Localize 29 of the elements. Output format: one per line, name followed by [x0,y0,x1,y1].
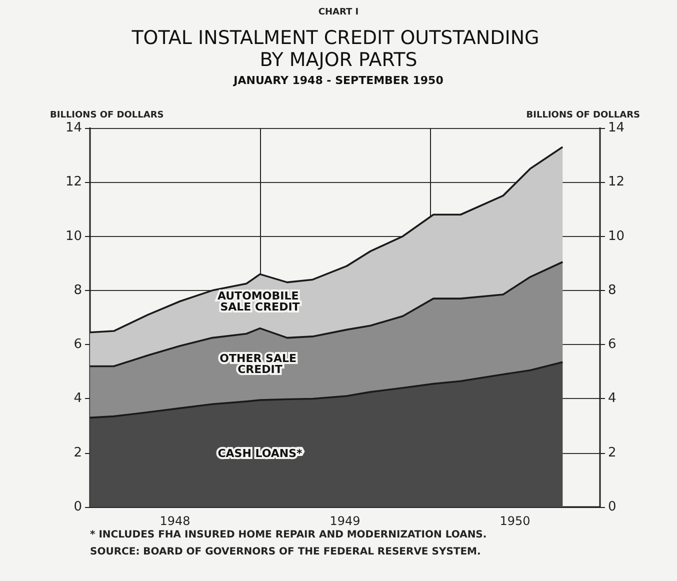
y-tick-label: 14 [65,120,82,136]
y-tick-label: 12 [65,174,82,190]
y2-tick-label: 4 [608,391,616,406]
y-tick-label: 0 [74,500,82,514]
y2-tick-label: 14 [608,120,625,136]
chart-subtitle: JANUARY 1948 - SEPTEMBER 1950 [232,74,444,87]
y2-tick-label: 12 [608,174,625,190]
y2-tick-label: 2 [608,445,616,460]
series-label: AUTOMOBILE SALE CREDIT [217,289,303,314]
y2-tick-label: 10 [608,228,625,244]
x-tick-label: 1950 [500,514,530,528]
y2-axis-title: BILLIONS OF DOLLARS [526,110,640,120]
text: CHART I [318,8,359,18]
y2-tick-label: 6 [608,337,616,352]
y2-tick-label: 8 [608,282,616,298]
y-tick-label: 8 [74,282,82,298]
y-tick-label: 6 [74,337,82,352]
y-tick-label: 10 [65,228,82,244]
x-tick-label: 1948 [160,514,190,528]
series-label: OTHER SALE CREDIT [220,352,300,376]
chart-title: TOTAL INSTALMENT CREDIT OUTSTANDING BY MAJOR PARTS [130,27,546,71]
y-tick-label: 2 [74,445,82,460]
y-axis-title: BILLIONS OF DOLLARS [50,110,164,120]
x-tick-label: 1949 [330,514,360,528]
y2-tick-label: 0 [608,500,616,514]
series-label: CASH LOANS* [218,447,303,460]
text: * INCLUDES FHA INSURED HOME REPAIR AND MODERNIZATION LOANS. [90,530,487,540]
y-tick-label: 4 [74,391,82,406]
source-note: SOURCE: BOARD OF GOVERNORS OF THE FEDERAL RESERVE SYSTEM. [90,546,481,558]
